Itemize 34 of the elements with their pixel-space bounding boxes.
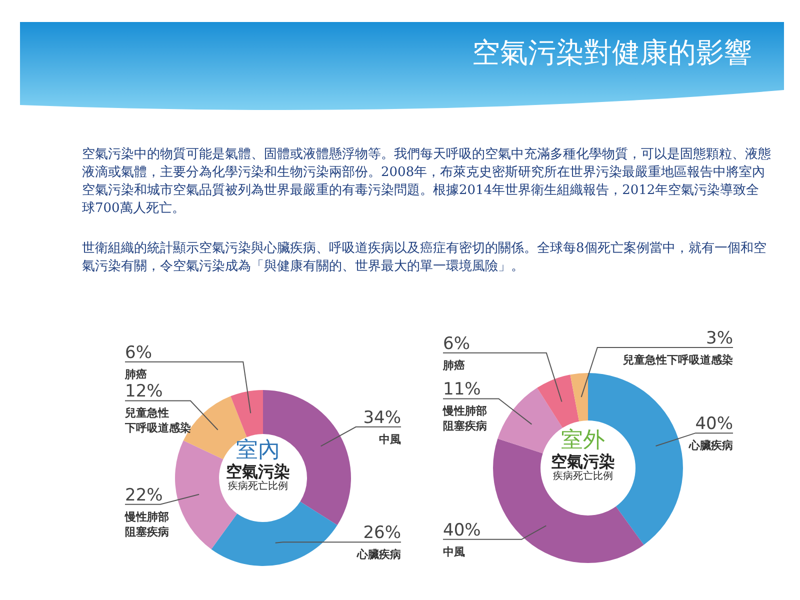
data-label: 40% [443,520,481,540]
data-label: 6% [443,334,470,354]
text: 空氣污染 [550,452,616,472]
text: 世衛組織的統計顯示空氣污染與心臟疾病、呼吸道疾病以及癌症有密切的關係。全球每8個死亡案例當中，就有一個和空氣污染有關，令空氣污染成為「與健康有關的、世界最大的單一環境風險」。 [82,240,768,276]
donut-slice [211,502,338,566]
slice-label: 兒童急性下呼吸道感染 [124,406,191,435]
slice-label: 慢性肺部阻塞疾病 [442,404,487,433]
text: 室外 [560,428,606,453]
slice-label: 心臟疾病 [356,548,401,562]
slice-label: 肺癌 [124,368,147,381]
donut-slice [570,373,588,422]
donut-slice [230,390,263,438]
text: 室內 [235,438,281,463]
data-label: 34% [363,408,401,428]
data-label: 40% [695,414,733,434]
slice-label: 慢性肺部阻塞疾病 [124,510,169,538]
text: 空氣污染對健康的影響 [472,35,752,71]
data-label: 11% [443,380,481,400]
slice-label: 心臟疾病 [688,439,733,452]
slice-label: 兒童急性下呼吸道感染 [622,354,733,366]
data-label: 6% [125,342,152,363]
data-label: 26% [363,523,401,544]
slice-label: 中風 [443,545,465,558]
data-label: 12% [125,382,163,402]
donut-slice [498,388,563,454]
donut-slice [537,374,580,428]
text: 空氣污染 [225,462,291,482]
text: 疾病死亡比例 [552,470,614,482]
slice-label: 中風 [379,432,401,446]
data-label: 22% [125,485,163,506]
slice-label: 肺癌 [442,358,465,372]
text: 疾病死亡比例 [227,480,289,492]
text: 空氣污染中的物質可能是氣體、固體或液體懸浮物等。我們每天呼吸的空氣中充滿多種化學物質，可以是固態顆粒、液態液滴或氣體，主要分為化學污染和生物污染兩部份。2008年，布萊克史密斯研究所在世界污染最嚴重地區報告中將室內空氣污染和城市空氣品質被列為世界最嚴重的有毒污染問題。根據2014年世界衛生組織報告，2012年空氣污染導致全球700萬人死亡。 [82,146,772,218]
data-label: 3% [706,328,733,348]
